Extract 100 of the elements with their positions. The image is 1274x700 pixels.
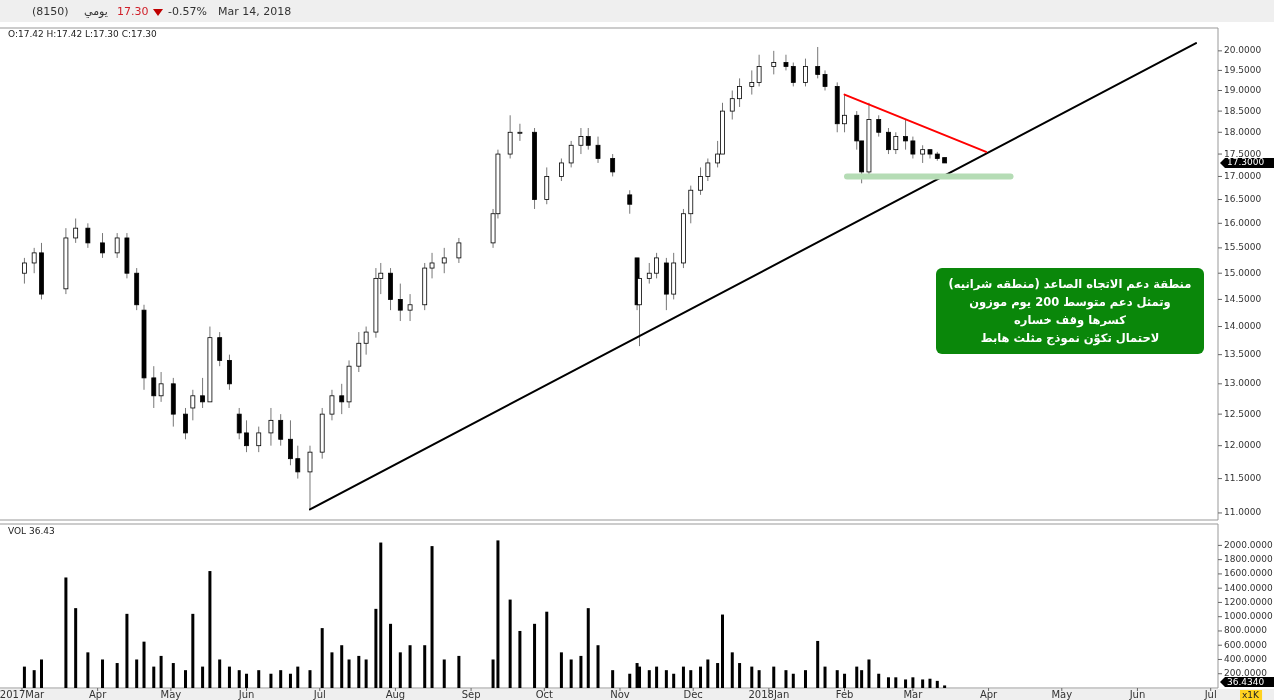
candlestick: [815, 46, 821, 79]
bar: [886, 677, 890, 688]
bar: [142, 641, 146, 688]
bar: [64, 577, 68, 688]
bar: [586, 608, 590, 688]
bar: [184, 670, 188, 688]
annotation: O:17.42 H:17.42 L:17.30 C:17.30: [8, 29, 158, 39]
bar: [423, 645, 427, 688]
text: يومي: [84, 5, 108, 18]
y-tick-label: 16.5000: [1224, 194, 1262, 205]
bar: [496, 540, 500, 688]
candlestick: [737, 77, 742, 108]
bar: [706, 659, 710, 688]
candlestick: [236, 407, 242, 440]
x-tick-label: Nov: [610, 689, 630, 700]
bar: [689, 670, 693, 688]
bar: [843, 673, 847, 688]
y-tick-label: 11.0000: [1224, 507, 1262, 518]
x-tick-label: May: [1051, 689, 1073, 700]
bar: [611, 670, 615, 688]
candlestick: [22, 257, 27, 285]
bar: [330, 652, 334, 688]
text: Mar 14, 2018: [218, 5, 292, 18]
candlestick: [227, 354, 232, 391]
bar: [101, 659, 105, 688]
bar: [357, 655, 361, 688]
y-tick-label: 12.5000: [1224, 408, 1262, 419]
y-tick-label: 12.0000: [1224, 440, 1262, 451]
y-tick-label: 1400.0000: [1224, 582, 1273, 593]
y-tick-label: 19.0000: [1224, 84, 1262, 95]
bar: [672, 673, 676, 688]
x-tick-label: Sep: [461, 689, 481, 700]
x-tick-label: 2017Mar: [0, 689, 46, 700]
x-tick-label: Apr: [88, 689, 108, 700]
bar: [904, 679, 908, 688]
candlestick: [268, 407, 274, 447]
bar: [86, 652, 90, 688]
bar: [508, 599, 512, 688]
candlestick: [578, 127, 584, 155]
bar: [364, 659, 368, 688]
candlestick: [886, 127, 891, 155]
candlestick: [441, 247, 447, 274]
bar: [115, 663, 119, 688]
bar: [159, 655, 163, 688]
bar: [408, 645, 412, 688]
bar: [596, 645, 600, 688]
bar: [32, 670, 36, 688]
bar: [867, 659, 871, 688]
y-tick-label: 17.0000: [1224, 170, 1262, 181]
y-tick-label: 1200.0000: [1224, 596, 1273, 607]
y-tick-label: 2000.0000: [1224, 539, 1273, 550]
bar: [559, 652, 563, 688]
bar: [171, 663, 175, 688]
y-tick-label: 15.5000: [1224, 242, 1262, 253]
candlestick: [842, 94, 847, 133]
bar: [135, 659, 139, 688]
bar: [191, 613, 195, 688]
y-tick-label: 19.5000: [1224, 64, 1262, 75]
bar: [245, 673, 249, 688]
candlestick: [610, 153, 616, 177]
bar: [943, 685, 947, 688]
candlestick: [910, 136, 916, 159]
text: 36.4340: [1227, 676, 1265, 687]
candlestick: [756, 54, 762, 87]
candlestick: [456, 237, 462, 264]
candlestick: [100, 232, 105, 259]
bar: [877, 673, 881, 688]
bar: [855, 666, 859, 688]
bar: [279, 670, 283, 688]
bar: [208, 571, 212, 688]
candlestick: [397, 283, 403, 322]
candlestick: [429, 252, 435, 279]
y-tick-label: 14.5000: [1224, 293, 1262, 304]
y-tick-label: 1000.0000: [1224, 611, 1273, 622]
bar: [911, 677, 915, 688]
candlestick: [544, 166, 550, 205]
x-tick-label: Oct: [535, 689, 554, 700]
y-tick-label: 800.0000: [1224, 625, 1268, 636]
candlestick: [654, 252, 659, 279]
candlestick: [903, 119, 908, 151]
x-tick-label: Mar: [903, 689, 924, 700]
candlestick: [407, 293, 413, 322]
bar: [772, 666, 776, 688]
candlestick: [688, 185, 694, 224]
candlestick: [200, 377, 205, 409]
candlestick: [256, 426, 262, 453]
bar: [398, 652, 402, 688]
bar: [152, 666, 156, 688]
bar: [664, 670, 668, 688]
candlestick: [507, 114, 513, 159]
candlestick: [295, 445, 301, 480]
bar: [379, 542, 383, 688]
bar: [257, 670, 261, 688]
text: x1K: [1242, 690, 1261, 700]
bar: [647, 670, 651, 688]
candlestick: [363, 326, 369, 356]
bar: [894, 677, 898, 688]
candlestick: [190, 389, 196, 421]
x-tick-label: May: [160, 689, 182, 700]
text: -0.57%: [168, 5, 207, 18]
